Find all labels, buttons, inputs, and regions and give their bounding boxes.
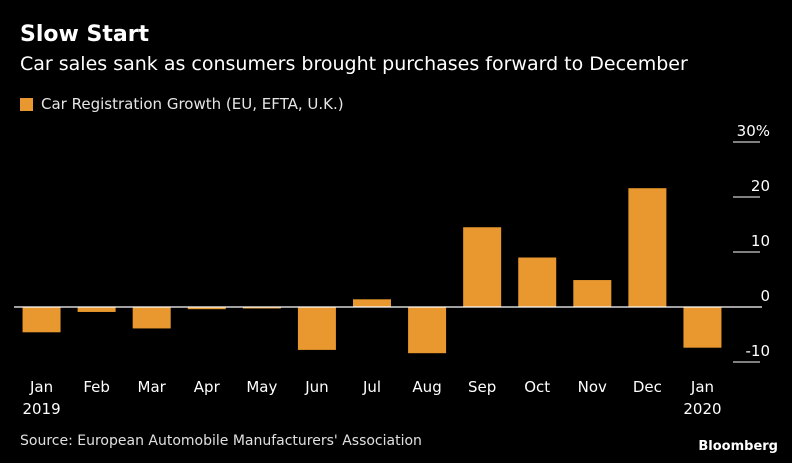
- bar: [353, 299, 391, 307]
- bar: [628, 188, 667, 307]
- legend-swatch: [20, 97, 33, 111]
- x-tick-label: Jun: [304, 378, 328, 396]
- bar: [518, 257, 557, 307]
- bar: [573, 280, 612, 307]
- y-tick-label: 20: [751, 177, 770, 195]
- bar: [408, 307, 447, 354]
- x-tick-label: Jul: [362, 378, 381, 396]
- x-tick-label: Aug: [412, 378, 441, 396]
- brand-logo: Bloomberg: [698, 439, 778, 454]
- y-tick-label: -10: [746, 342, 771, 360]
- x-tick-label: Feb: [83, 378, 110, 396]
- x-tick-label: Jan: [29, 378, 53, 396]
- x-tick-label: Mar: [138, 378, 167, 396]
- bar: [77, 307, 116, 312]
- y-tick-label: 30%: [737, 122, 770, 140]
- legend-label: Car Registration Growth (EU, EFTA, U.K.): [41, 95, 344, 113]
- bar: [463, 227, 502, 307]
- source-note: Source: European Automobile Manufacturer…: [20, 433, 422, 449]
- x-year-label: 2019: [22, 400, 60, 418]
- bar: [132, 307, 171, 329]
- bar: [297, 307, 336, 350]
- x-year-label: 2020: [683, 400, 721, 418]
- x-tick-label: Apr: [194, 378, 221, 396]
- bar: [683, 307, 722, 348]
- x-tick-label: Oct: [524, 378, 550, 396]
- x-tick-label: Dec: [633, 378, 662, 396]
- x-tick-label: Sep: [468, 378, 496, 396]
- bar: [187, 307, 226, 310]
- y-tick-label: 0: [760, 287, 770, 305]
- x-tick-label: Nov: [578, 378, 607, 396]
- chart-subtitle: Car sales sank as consumers brought purc…: [20, 53, 688, 75]
- y-tick-label: 10: [751, 232, 770, 250]
- x-tick-label: Jan: [690, 378, 714, 396]
- bar: [22, 307, 61, 333]
- chart-title: Slow Start: [20, 22, 150, 47]
- legend: Car Registration Growth (EU, EFTA, U.K.): [20, 95, 344, 113]
- x-tick-label: May: [246, 378, 277, 396]
- bar: [242, 307, 281, 309]
